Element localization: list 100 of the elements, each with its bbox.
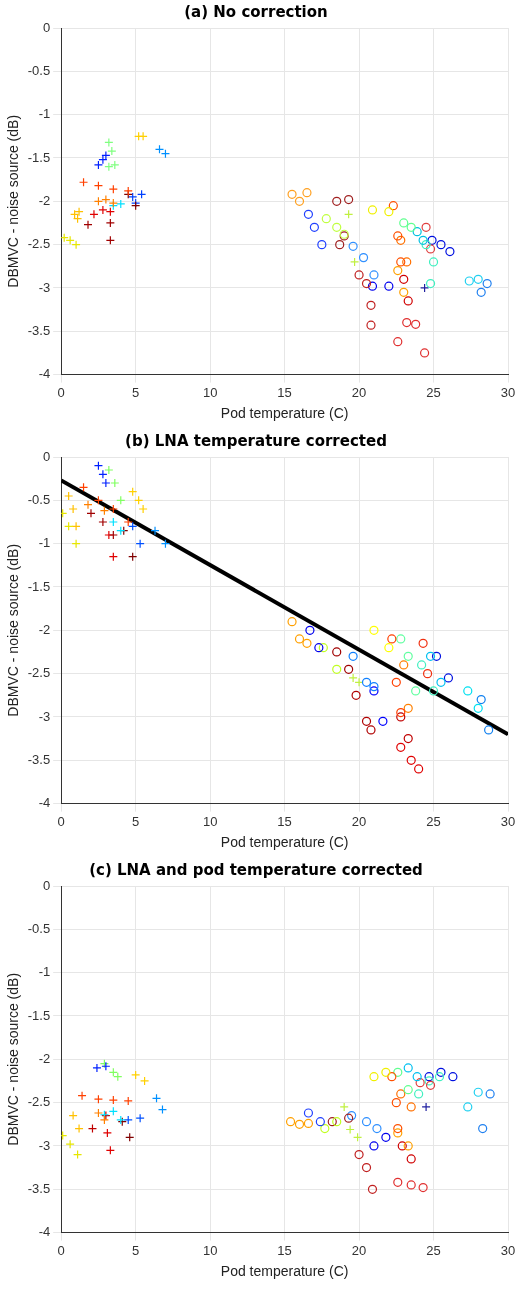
y-tick-label: -3 [38,1137,51,1153]
x-tick-label: 20 [351,813,367,829]
y-tick-label: -2.5 [27,665,51,681]
point [332,647,342,657]
point [425,244,436,254]
y-tick-label: -1.5 [27,149,51,165]
point [314,643,324,653]
point [464,276,474,286]
point [399,287,409,297]
point [335,240,345,250]
point [358,253,369,263]
x-tick-label: 30 [500,384,516,400]
x-tick-label: 10 [202,1242,218,1258]
y-tick-label: -3.5 [27,751,51,767]
point [105,218,115,228]
y-tick-label: -4 [38,1224,51,1240]
point [361,1117,372,1127]
point [101,478,111,488]
x-tick-label: 5 [132,813,140,829]
y-tick-label: -4 [38,795,51,811]
y-tick-label: -3 [38,279,51,295]
point [414,1089,424,1099]
point [361,279,372,289]
x-tick-label: 10 [202,384,218,400]
point [110,478,120,488]
point [361,1163,372,1173]
point [344,664,354,674]
point [397,1141,407,1151]
point [420,283,430,293]
y-tick-label: -0.5 [27,62,51,78]
point [345,1124,355,1135]
point [384,643,394,653]
point [418,638,428,648]
x-tick-label: 15 [277,384,292,400]
point [150,526,160,536]
point [425,1080,436,1090]
point [77,1091,87,1101]
point [414,764,424,774]
point [436,240,446,250]
point [366,300,376,310]
point [403,651,413,661]
point [381,1067,391,1077]
point [71,521,81,531]
point [396,708,406,718]
point [315,1117,325,1127]
point [98,469,108,479]
point [396,257,406,267]
point [344,194,354,205]
point [424,1072,434,1082]
point [339,1102,349,1112]
point [425,279,436,289]
point [411,319,421,329]
point [123,1096,133,1106]
point [420,348,430,358]
point [393,1067,403,1077]
point [116,199,126,209]
point [83,500,93,510]
point [287,617,297,627]
point [378,716,388,726]
point [93,160,104,170]
y-tick-label: -0.5 [27,920,51,936]
y-axis-title: DBMVC - noise source (dB) [5,543,22,717]
y-tick-label: -0.5 [27,491,51,507]
chart-title: (a) No correction [184,2,328,21]
x-tick-label: 25 [426,384,441,400]
point [372,1124,382,1134]
x-tick-label: 25 [426,1242,441,1258]
point [64,491,74,501]
x-axis-title: Pod temperature (C) [220,1263,349,1280]
point [68,504,78,514]
point [476,695,486,705]
point [327,1117,337,1127]
point [443,673,454,683]
point [402,257,412,267]
x-tick-label: 15 [277,1242,292,1258]
point [425,651,436,661]
point [448,1072,458,1082]
point [104,162,114,172]
y-tick-label: 0 [42,448,51,464]
point [102,1128,112,1138]
y-tick-label: -1 [38,535,51,551]
point [83,220,93,230]
point [305,625,315,635]
point [348,651,358,661]
point [415,1078,425,1088]
point [89,209,99,219]
point [369,1141,379,1151]
point [367,205,378,215]
point [485,1089,495,1099]
x-tick-label: 20 [351,384,367,400]
point [412,227,422,237]
point [108,504,118,514]
point [463,1102,473,1112]
point [482,279,492,289]
point [309,222,319,232]
point [393,1128,403,1138]
point [369,686,379,696]
point [287,189,297,199]
point [421,1102,431,1112]
point [108,1095,118,1105]
